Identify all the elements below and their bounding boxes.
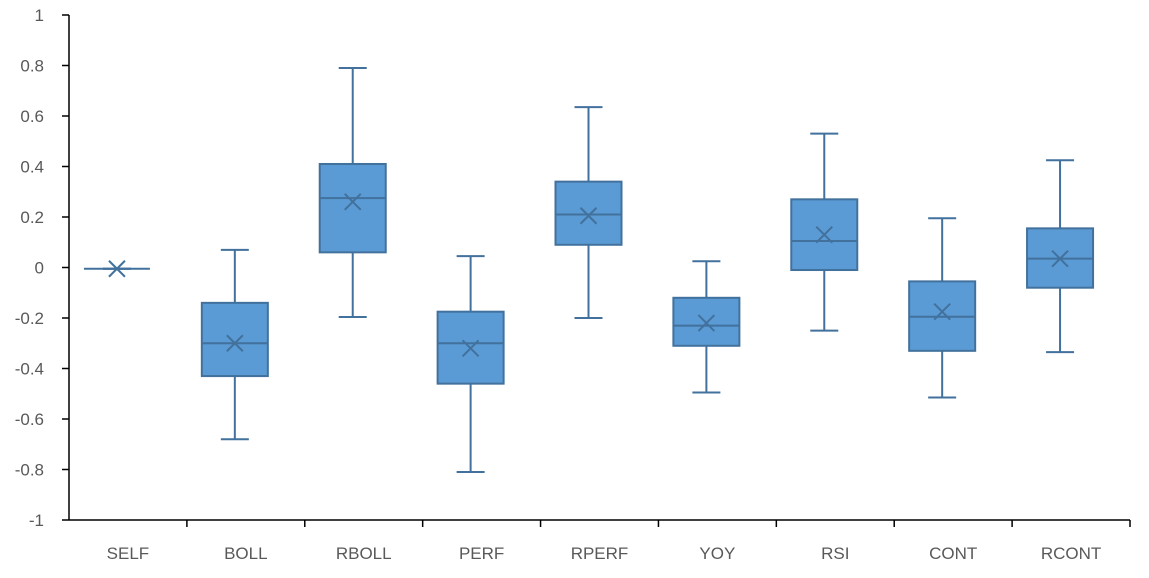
x-tick-label: YOY — [699, 544, 735, 563]
mean-stroke — [697, 314, 716, 332]
box-rperf — [554, 106, 623, 319]
box-rcont — [1026, 159, 1095, 354]
x-tick-label: PERF — [459, 544, 504, 563]
mean-marker-icon — [461, 339, 480, 358]
mean-marker-icon — [344, 193, 362, 211]
mean-stroke — [226, 334, 244, 352]
box-yoy — [672, 260, 741, 394]
box-perf — [436, 255, 505, 474]
box-rboll — [318, 67, 387, 318]
box-rsi — [790, 132, 859, 332]
x-tick-label: CONT — [929, 544, 977, 563]
mean-marker-icon — [579, 207, 598, 225]
x-tick-label: BOLL — [224, 544, 267, 563]
y-tick-label: 1 — [35, 6, 44, 25]
mean-marker-icon — [1051, 249, 1069, 268]
y-tick-label: 0.8 — [20, 57, 44, 76]
mean-stroke — [579, 207, 598, 225]
iqr-box — [554, 180, 623, 246]
mean-stroke — [344, 193, 362, 211]
y-tick-label: 0.2 — [20, 208, 44, 227]
iqr-box — [318, 162, 387, 254]
y-tick-label: -1 — [29, 511, 44, 530]
y-tick-label: 0.6 — [20, 107, 44, 126]
x-tick-label: RCONT — [1041, 544, 1101, 563]
x-axis: SELF BOLL RBOLL PERF RPERF YOY RSI CONT RCONT — [69, 519, 1131, 563]
x-tick-label: RBOLL — [336, 544, 392, 563]
y-tick-label: -0.8 — [15, 461, 44, 480]
mean-stroke — [1051, 249, 1069, 268]
mean-marker-icon — [226, 334, 244, 352]
mean-marker-icon — [815, 225, 833, 244]
mean-stroke — [815, 225, 833, 244]
box-cont — [908, 217, 977, 399]
mean-stroke — [461, 339, 480, 358]
mean-stroke — [933, 302, 951, 321]
y-tick-label: -0.2 — [15, 309, 44, 328]
mean-marker-icon — [108, 260, 126, 278]
y-tick-label: -0.6 — [15, 410, 44, 429]
mean-marker-icon — [697, 314, 716, 332]
mean-stroke — [108, 260, 126, 278]
x-tick-label: RSI — [821, 544, 849, 563]
y-tick-label: 0 — [35, 259, 44, 278]
iqr-box — [200, 301, 269, 378]
x-tick-label: RPERF — [571, 544, 629, 563]
x-tick-label: SELF — [107, 544, 150, 563]
y-axis: 1 0.8 0.6 0.4 0.2 0 -0.2 -0.4 -0.6 -0.8 -1 — [15, 6, 70, 530]
mean-marker-icon — [933, 302, 951, 321]
boxes — [83, 67, 1095, 474]
y-tick-label: 0.4 — [20, 158, 44, 177]
y-tick-label: -0.4 — [15, 360, 44, 379]
box-self — [83, 260, 150, 278]
box-boll — [200, 248, 269, 441]
